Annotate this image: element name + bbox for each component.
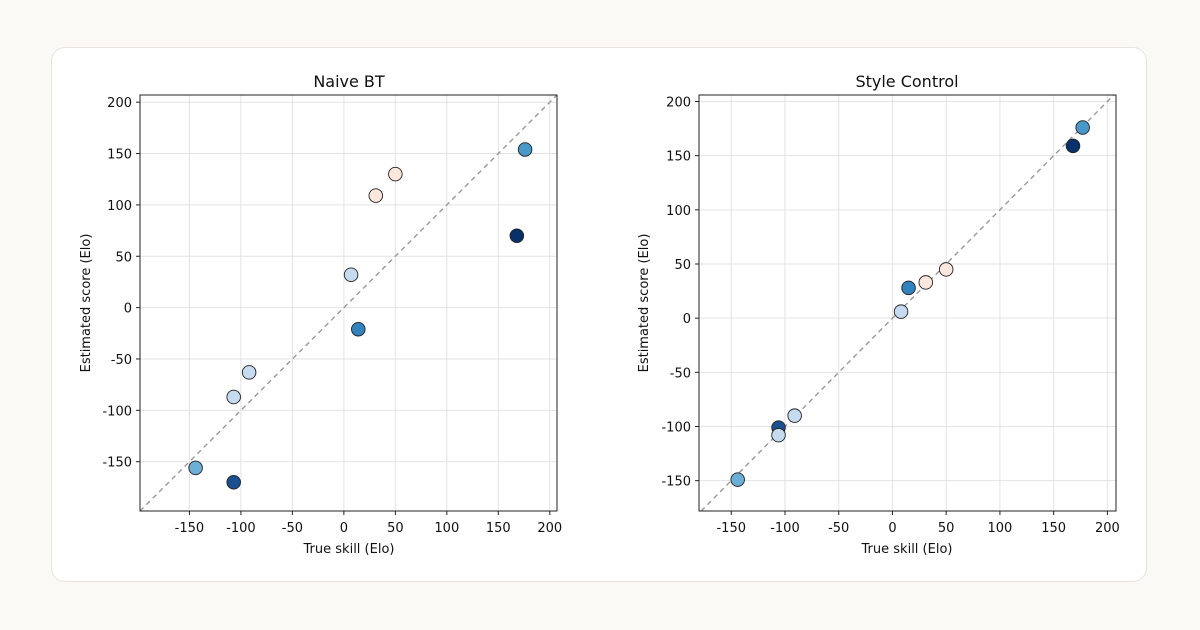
scatter-point: [517, 142, 533, 157]
y-tick-label: 0: [683, 312, 691, 327]
x-tick-label: 50: [938, 521, 955, 536]
axes-frame: [698, 94, 1117, 512]
x-tick-label: -50: [282, 521, 303, 536]
chart-title: Style Control: [855, 72, 958, 91]
scatter-point: [901, 280, 916, 296]
plot-frame: [139, 94, 558, 512]
y-tick-label: 100: [107, 199, 132, 214]
x-axis-label: True skill (Elo): [861, 542, 953, 557]
y-tick-label: 150: [666, 150, 691, 165]
x-tick-label: -50: [828, 521, 849, 536]
x-tick-label: 100: [988, 521, 1013, 536]
x-tick-label: 50: [387, 521, 404, 536]
scatter-point: [771, 427, 786, 443]
y-tick-label: -100: [102, 404, 132, 419]
scatter-point: [787, 408, 802, 423]
tick-labels: -150 -100 -50 0 50 100 150 200 -150 -100 -50 0 50 100…: [661, 96, 1119, 537]
naive-bt-panel: Naive BT True skill (Elo) Estimated scor…: [79, 72, 562, 557]
chart-title: Naive BT: [313, 72, 385, 91]
identity-line: [139, 94, 558, 512]
x-axis-label: True skill (Elo): [303, 542, 395, 557]
tick-labels: -150 -100 -50 0 50 100 150 200 -150 -100 -50 0 50 100…: [102, 96, 562, 536]
scatter-point: [188, 460, 203, 476]
y-tick-label: 50: [674, 258, 691, 273]
y-tick-label: -150: [102, 456, 132, 471]
scatter-point: [343, 267, 359, 283]
y-tick-label: 150: [107, 148, 132, 163]
x-tick-label: -100: [226, 521, 256, 536]
grid: [699, 95, 1116, 511]
y-tick-label: 200: [666, 96, 691, 111]
plot-frame: [698, 94, 1117, 512]
scatter-point: [509, 228, 525, 243]
scatter-point: [368, 188, 384, 203]
data-points: [730, 120, 1090, 487]
scatter-point: [226, 474, 241, 490]
y-tick-label: 200: [107, 96, 132, 111]
data-points: [188, 142, 533, 490]
x-tick-label: 200: [537, 521, 562, 536]
x-tick-label: 100: [434, 521, 459, 536]
y-tick-label: -100: [661, 421, 691, 436]
y-tick-label: -50: [111, 353, 132, 368]
y-tick-label: -150: [661, 475, 691, 490]
scatter-point: [918, 275, 934, 290]
axes-frame: [139, 94, 558, 512]
y-axis-label: Estimated score (Elo): [79, 234, 94, 373]
scatter-point: [730, 472, 745, 487]
scatter-point: [1065, 138, 1081, 154]
scatter-point: [241, 365, 257, 380]
grid: [140, 95, 557, 511]
x-tick-label: -150: [175, 521, 205, 536]
scatter-point: [1075, 120, 1090, 135]
x-tick-label: 0: [888, 521, 896, 536]
x-tick-label: -150: [716, 521, 746, 536]
y-tick-label: -50: [670, 366, 691, 381]
scatter-point: [388, 166, 403, 182]
figure-card: [51, 47, 1147, 582]
x-tick-label: 200: [1095, 521, 1120, 536]
x-tick-label: 150: [1041, 521, 1066, 536]
y-tick-label: 100: [666, 204, 691, 219]
scatter-point: [226, 389, 241, 405]
x-tick-label: -100: [770, 521, 800, 536]
scatter-point: [938, 262, 954, 277]
reference-diagonal: [139, 94, 558, 512]
identity-line: [700, 94, 1115, 512]
y-axis-label: Estimated score (Elo): [637, 234, 652, 373]
y-tick-label: 50: [115, 250, 132, 265]
style-control-panel: Style Control True skill (Elo) Estimated…: [637, 72, 1120, 557]
reference-diagonal: [700, 94, 1115, 512]
x-tick-label: 150: [486, 521, 511, 536]
x-tick-label: 0: [340, 521, 348, 536]
y-tick-label: 0: [124, 302, 132, 317]
scatter-point: [893, 304, 909, 319]
scatter-point: [351, 321, 366, 337]
